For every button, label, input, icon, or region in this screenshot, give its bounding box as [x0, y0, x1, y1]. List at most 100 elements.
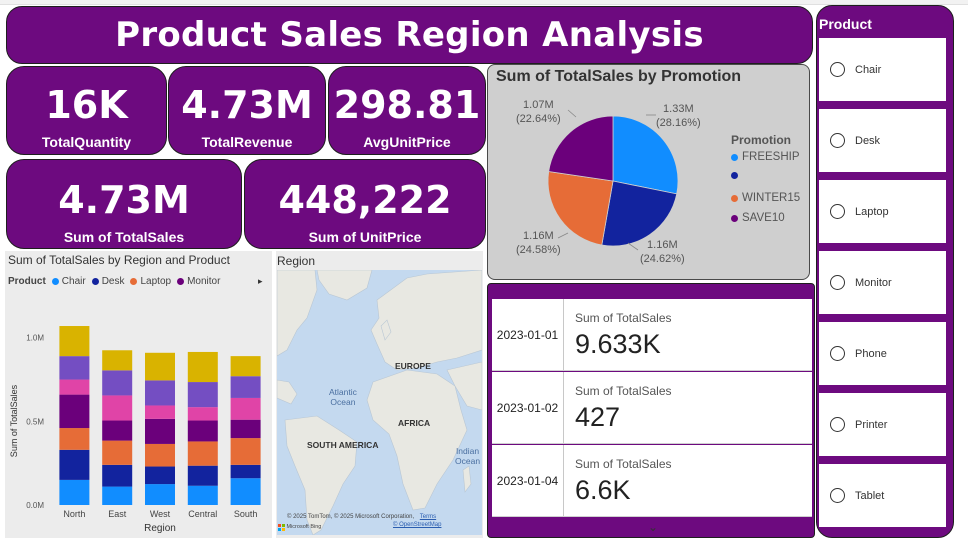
pie-chart[interactable] [488, 65, 811, 281]
radio-button-icon[interactable] [830, 346, 845, 361]
bar-segment-laptop-east[interactable] [102, 440, 133, 465]
bar-segment-phone-north[interactable] [59, 379, 90, 395]
pie-label-winter15: 1.16M (24.58%) [516, 229, 561, 257]
date-row[interactable]: 2023-01-04 Sum of TotalSales 6.6K [492, 445, 812, 517]
pie-slice-save10[interactable] [548, 115, 614, 182]
pie-chart-panel[interactable]: Sum of TotalSales by Promotion 1.33M (28… [487, 64, 810, 280]
bar-segment-chair-east[interactable] [102, 486, 133, 505]
stacked-bar-chart[interactable]: 0.0M 0.5M 1.0M Sum of TotalSales North East We… [5, 251, 272, 538]
radio-button-icon[interactable] [830, 133, 845, 148]
bar-legend-title: Product [8, 276, 46, 287]
bar-segment-tablet-central[interactable] [187, 351, 218, 383]
radio-button-icon[interactable] [830, 62, 845, 77]
bar-segment-phone-south[interactable] [230, 397, 261, 420]
slicer-item-printer[interactable]: Printer [819, 393, 946, 456]
map-label-indian-ocean-word: Ocean [455, 456, 481, 466]
bar-segment-monitor-west[interactable] [145, 418, 175, 444]
slicer-item-desk[interactable]: Desk [819, 109, 946, 172]
bar-segment-desk-east[interactable] [102, 464, 133, 487]
legend-dot-icon [731, 172, 738, 179]
radio-button-icon[interactable] [830, 417, 845, 432]
bar-segment-phone-west[interactable] [145, 405, 175, 419]
kpi-avg-unit-price[interactable]: 298.81 AvgUnitPrice [328, 66, 486, 155]
map-osm-link[interactable]: © OpenStreetMap [393, 522, 442, 528]
x-tick-label: South [234, 509, 258, 519]
bar-segment-laptop-central[interactable] [187, 441, 218, 466]
map-terms-link[interactable]: Terms [419, 514, 437, 520]
date-row-value: 427 [575, 402, 621, 432]
bar-segment-printer-north[interactable] [59, 356, 90, 380]
pie-slice-winter15[interactable] [547, 171, 614, 246]
bar-segment-phone-east[interactable] [102, 395, 133, 421]
map-title: Region [277, 254, 316, 268]
bar-segment-monitor-south[interactable] [230, 419, 261, 439]
bar-legend-chair[interactable]: Chair [61, 276, 86, 287]
bar-segment-desk-south[interactable] [230, 464, 261, 479]
bar-segment-desk-west[interactable] [145, 466, 175, 485]
pie-leader-line [627, 242, 639, 251]
x-axis-label: Region [144, 523, 176, 534]
pie-legend-item-winter15[interactable]: WINTER15 [731, 192, 800, 204]
bar-segment-tablet-west[interactable] [145, 352, 175, 381]
bar-legend-monitor[interactable]: Monitor [187, 276, 221, 287]
bar-segment-printer-east[interactable] [102, 370, 133, 396]
bar-segment-desk-central[interactable] [187, 465, 218, 486]
bar-segment-desk-north[interactable] [59, 449, 90, 480]
scroll-down-chevron-icon[interactable]: ⌄ [648, 520, 659, 534]
bar-segment-monitor-central[interactable] [187, 420, 218, 442]
date-row[interactable]: 2023-01-02 Sum of TotalSales 427 [492, 372, 812, 444]
pie-label-blank: 1.16M (24.62%) [640, 238, 685, 266]
product-slicer: Product Chair Desk Laptop Monitor Phone … [816, 5, 954, 538]
pie-legend-label: SAVE10 [742, 212, 785, 224]
bar-segment-monitor-east[interactable] [102, 420, 133, 441]
radio-button-icon[interactable] [830, 488, 845, 503]
bar-segment-chair-central[interactable] [187, 485, 218, 505]
map-panel[interactable]: Region EUROPE [276, 251, 483, 538]
bar-segment-chair-north[interactable] [59, 479, 90, 505]
bar-segment-phone-central[interactable] [187, 407, 218, 421]
pie-legend-label: WINTER15 [742, 192, 801, 204]
map-label-atlantic-ocean: Atlantic Ocean [329, 387, 357, 407]
bar-segment-tablet-east[interactable] [102, 350, 133, 371]
bar-segment-tablet-south[interactable] [230, 356, 261, 377]
kpi-total-revenue[interactable]: 4.73M TotalRevenue [168, 66, 326, 155]
date-row-metric-label: Sum of TotalSales [575, 311, 672, 325]
slicer-item-tablet[interactable]: Tablet [819, 464, 946, 527]
radio-button-icon[interactable] [830, 204, 845, 219]
kpi-sum-unit-price[interactable]: 448,222 Sum of UnitPrice [244, 159, 486, 249]
bar-segment-chair-west[interactable] [145, 484, 175, 505]
bar-segment-laptop-west[interactable] [145, 443, 175, 467]
pie-slice-blank[interactable] [601, 180, 678, 247]
slicer-item-phone[interactable]: Phone [819, 322, 946, 385]
bar-segment-laptop-north[interactable] [59, 428, 90, 450]
kpi-total-quantity-value: 16K [45, 83, 128, 127]
region-map[interactable]: EUROPE AFRICA SOUTH AMERICA Atlantic Oce… [277, 270, 482, 535]
bar-chart-panel[interactable]: Sum of TotalSales by Region and Product … [5, 251, 272, 538]
kpi-total-quantity[interactable]: 16K TotalQuantity [6, 66, 167, 155]
bar-segment-tablet-north[interactable] [59, 326, 90, 357]
slicer-item-chair[interactable]: Chair [819, 38, 946, 101]
bar-segment-printer-west[interactable] [145, 380, 175, 406]
bar-segment-laptop-south[interactable] [230, 438, 261, 465]
slicer-item-laptop[interactable]: Laptop [819, 180, 946, 243]
date-row[interactable]: 2023-01-01 Sum of TotalSales 9.633K [492, 299, 812, 371]
bar-legend-laptop[interactable]: Laptop [140, 276, 172, 287]
legend-next-icon[interactable]: ▸ [258, 276, 263, 286]
date-row-metric-label: Sum of TotalSales [575, 384, 672, 398]
kpi-sum-total-sales[interactable]: 4.73M Sum of TotalSales [6, 159, 242, 249]
pie-legend-item-blank[interactable] [731, 172, 742, 179]
pie-legend-label: FREESHIP [742, 151, 800, 163]
bar-segment-monitor-north[interactable] [59, 394, 90, 429]
bar-segment-printer-central[interactable] [187, 382, 218, 408]
bar-segment-chair-south[interactable] [230, 478, 261, 505]
x-tick-label: North [63, 509, 85, 519]
bar-segment-printer-south[interactable] [230, 376, 261, 398]
pie-legend-item-freeship[interactable]: FREESHIP [731, 151, 800, 163]
slicer-item-monitor[interactable]: Monitor [819, 251, 946, 314]
date-row-metric-label: Sum of TotalSales [575, 457, 672, 471]
pie-legend-item-save10[interactable]: SAVE10 [731, 212, 785, 224]
radio-button-icon[interactable] [830, 275, 845, 290]
pie-label-winter15-value: 1.16M [523, 230, 554, 242]
bar-legend-desk[interactable]: Desk [101, 276, 125, 287]
pie-slice-freeship[interactable] [612, 115, 679, 195]
